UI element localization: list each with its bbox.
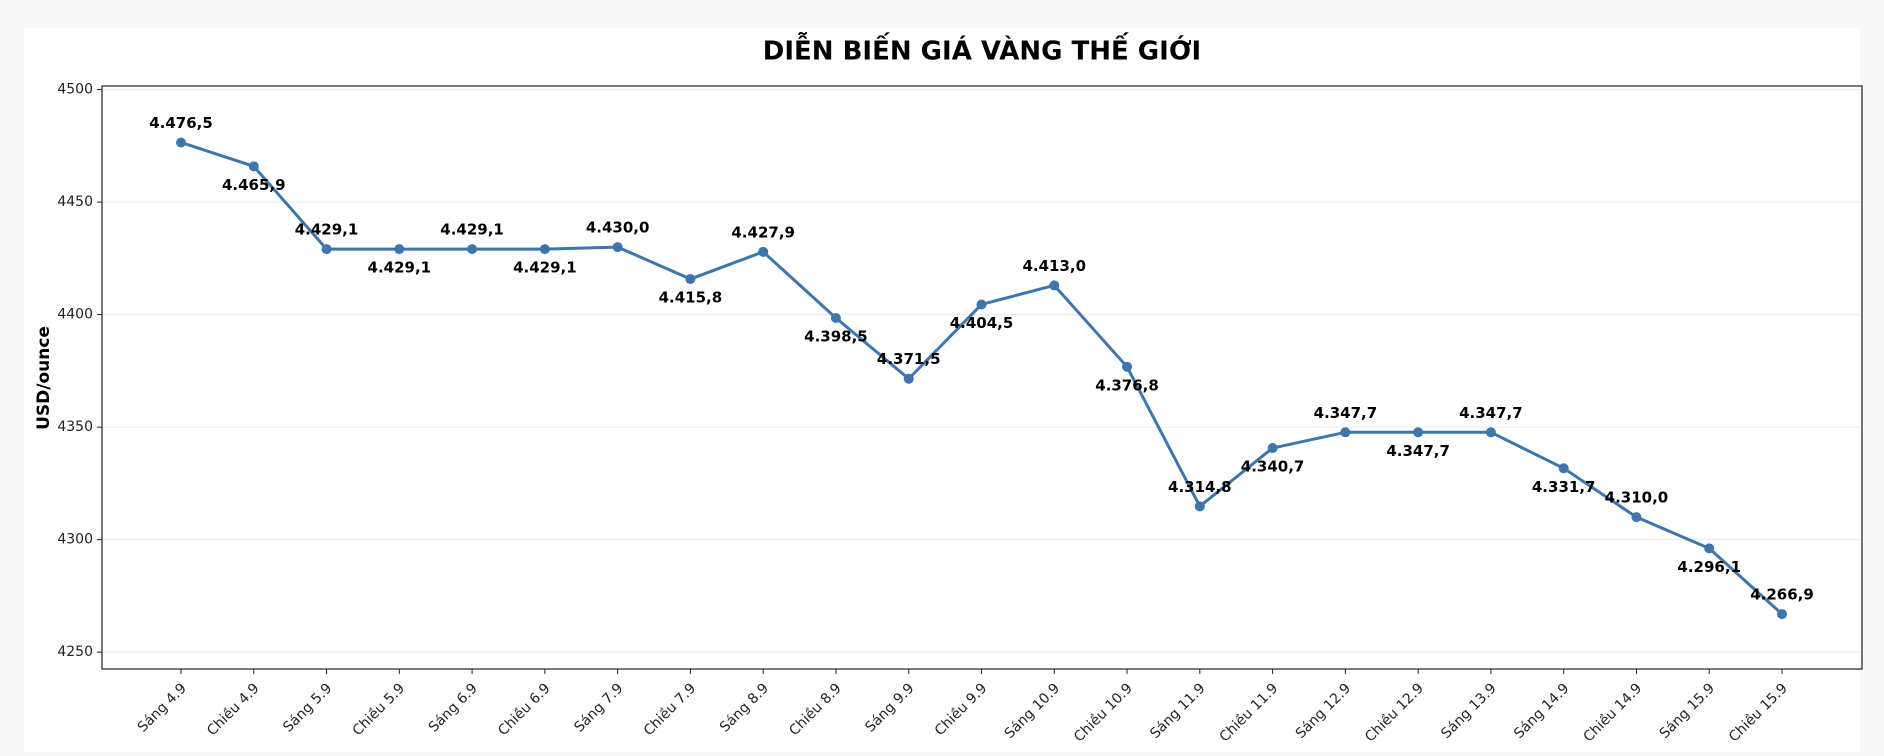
value-label: 4.347,7 xyxy=(1459,404,1523,422)
y-axis-label: USD/ounce xyxy=(34,326,54,430)
value-label: 4.376,8 xyxy=(1095,376,1159,394)
y-tick-label: 4350 xyxy=(57,419,93,435)
point xyxy=(467,244,478,255)
point xyxy=(830,312,841,323)
marks: 4.476,5 4.465,9 4.429,1 4.429,1 4.429,1 4.429… xyxy=(149,114,1814,620)
y-tick-label: 4400 xyxy=(57,307,93,323)
y-tick-label: 4250 xyxy=(57,644,93,660)
point xyxy=(394,244,405,255)
value-label: 4.429,1 xyxy=(440,221,504,239)
value-label: 4.476,5 xyxy=(149,114,213,132)
point xyxy=(976,299,987,310)
value-label: 4.347,7 xyxy=(1386,442,1450,460)
point xyxy=(1413,427,1424,438)
point xyxy=(1777,609,1787,620)
y-tick-label: 4450 xyxy=(57,194,93,210)
point xyxy=(758,246,769,257)
plot-frame xyxy=(101,85,1863,670)
value-label: 4.429,1 xyxy=(513,259,577,277)
point xyxy=(1485,427,1496,438)
chart-title: DIỄN BIẾN GIÁ VÀNG THẾ GIỚI xyxy=(763,31,1201,67)
value-label: 4.310,0 xyxy=(1605,489,1669,507)
point xyxy=(321,244,332,255)
value-label: 4.266,9 xyxy=(1750,586,1814,604)
value-label: 4.429,1 xyxy=(368,259,432,277)
point xyxy=(539,244,550,255)
point xyxy=(612,242,623,253)
value-label: 4.465,9 xyxy=(222,176,286,194)
point xyxy=(1122,361,1133,372)
value-label: 4.415,8 xyxy=(659,289,723,307)
point xyxy=(903,373,914,384)
value-label: 4.413,0 xyxy=(1022,257,1086,275)
point xyxy=(176,137,186,148)
value-label: 4.398,5 xyxy=(804,327,868,345)
value-label: 4.430,0 xyxy=(586,219,650,237)
point xyxy=(1049,280,1060,291)
point xyxy=(1340,427,1351,438)
point xyxy=(1704,543,1715,554)
value-label: 4.331,7 xyxy=(1532,478,1596,496)
chart-card xyxy=(24,28,1860,752)
point xyxy=(1631,512,1642,523)
value-label: 4.296,1 xyxy=(1677,558,1741,576)
value-label: 4.371,5 xyxy=(877,350,941,368)
point xyxy=(1558,463,1569,474)
value-label: 4.429,1 xyxy=(295,221,359,239)
value-label: 4.427,9 xyxy=(731,223,795,241)
value-label: 4.404,5 xyxy=(950,314,1014,332)
value-label: 4.340,7 xyxy=(1241,458,1305,476)
y-tick-label: 4300 xyxy=(57,532,93,548)
point xyxy=(685,274,696,285)
value-label: 4.314,8 xyxy=(1168,478,1232,496)
point xyxy=(248,161,259,172)
point xyxy=(1194,501,1205,512)
value-label: 4.347,7 xyxy=(1314,404,1378,422)
point xyxy=(1267,443,1278,454)
y-tick-label: 4500 xyxy=(57,82,93,98)
